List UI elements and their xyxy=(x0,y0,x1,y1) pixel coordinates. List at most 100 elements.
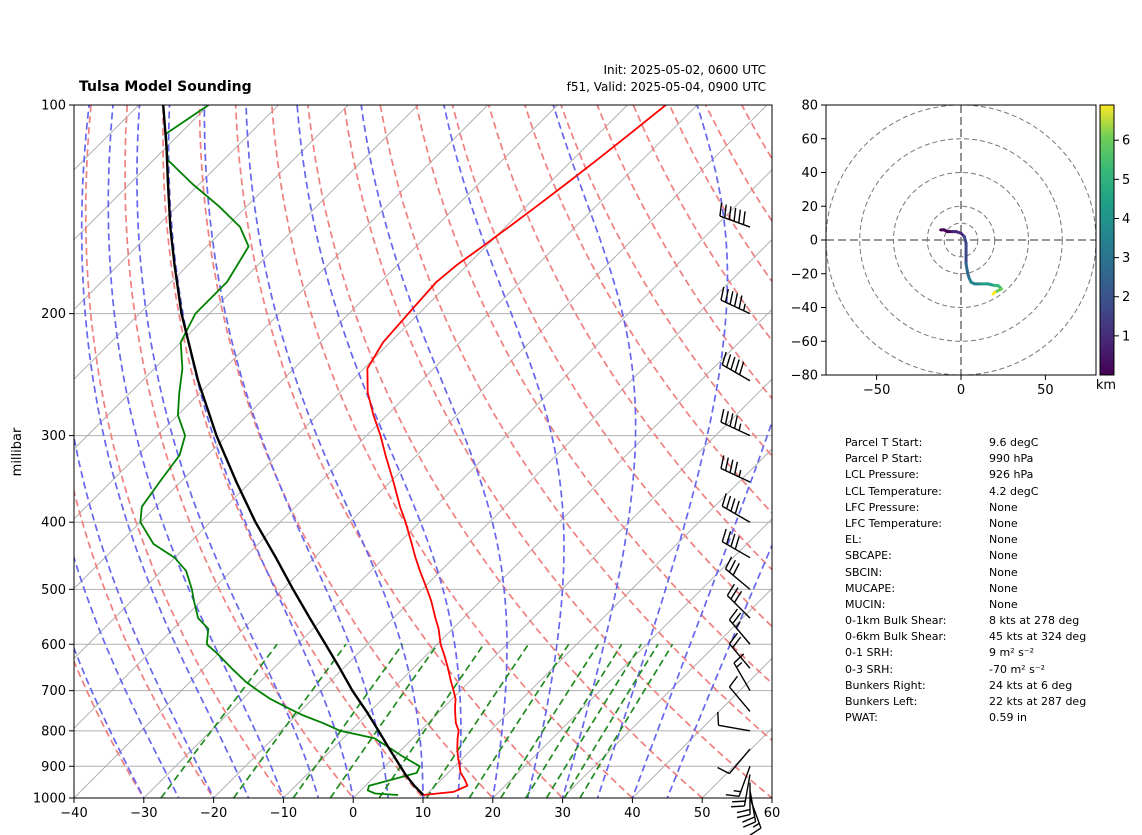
colorbar-tick-label: 1 xyxy=(1122,329,1130,344)
x-tick-label: −40 xyxy=(60,806,87,821)
y-tick-label: 200 xyxy=(41,307,66,322)
param-label: LFC Pressure: xyxy=(845,500,920,514)
dry-adiabat xyxy=(198,105,494,798)
isotherm-line xyxy=(74,105,210,241)
param-row: MUCIN: None xyxy=(845,598,1125,614)
moist-adiabat xyxy=(136,105,320,798)
param-label: LCL Temperature: xyxy=(845,484,942,498)
temperature-profile-line xyxy=(366,105,667,796)
dry-adiabat xyxy=(415,105,772,685)
param-row: SBCIN: None xyxy=(845,566,1125,582)
isotherm-line xyxy=(143,169,772,798)
param-value: 926 hPa xyxy=(989,468,1034,482)
wind-barb xyxy=(724,556,751,590)
dry-adiabat xyxy=(487,105,772,571)
wind-barb xyxy=(721,528,751,559)
param-label: 0-3 SRH: xyxy=(845,662,894,676)
dry-adiabat xyxy=(74,487,215,798)
param-value: 9.6 degC xyxy=(989,436,1039,449)
param-value: 0.59 in xyxy=(989,711,1028,725)
isotherm-line xyxy=(74,105,280,311)
dry-adiabat xyxy=(74,659,145,798)
param-row: MUCAPE: None xyxy=(845,582,1125,598)
wind-barb xyxy=(742,790,757,828)
isotherm-line xyxy=(74,105,768,798)
x-tick-label: 20 xyxy=(485,806,502,821)
mixing-ratio-line xyxy=(378,643,485,798)
wind-barb xyxy=(720,455,751,483)
y-tick-label: 900 xyxy=(41,760,66,775)
param-label: Parcel P Start: xyxy=(845,452,923,466)
isotherm-line xyxy=(561,587,772,798)
mixing-ratio-line xyxy=(500,643,600,798)
param-row: LCL Temperature: 4.2 degC xyxy=(845,485,1125,501)
param-value: 4.2 degC xyxy=(989,484,1039,498)
dry-adiabat xyxy=(560,105,772,458)
mixing-ratio-line xyxy=(525,643,623,798)
param-label: 0-6km Bulk Shear: xyxy=(845,630,947,644)
chart-title: Tulsa Model Sounding xyxy=(79,79,252,95)
moist-adiabat xyxy=(203,105,389,798)
param-row: 0-6km Bulk Shear: 45 kts at 324 deg xyxy=(845,630,1125,646)
isotherm-line xyxy=(352,378,772,798)
param-label: LFC Temperature: xyxy=(845,516,943,530)
param-label: Bunkers Right: xyxy=(845,678,926,692)
sounding-parameters: Parcel T Start: 9.6 degC Parcel P Start: 99… xyxy=(845,436,1125,727)
moist-adiabat xyxy=(107,105,285,798)
colorbar-tick-label: 2 xyxy=(1122,290,1130,305)
wind-barb xyxy=(720,408,751,437)
param-value: -70 m² s⁻² xyxy=(989,662,1046,676)
dry-adiabat xyxy=(124,105,355,798)
param-row: Parcel P Start: 990 hPa xyxy=(845,452,1125,468)
param-label: LCL Pressure: xyxy=(845,468,920,482)
x-tick-label: −10 xyxy=(270,806,297,821)
isotherm-line xyxy=(74,105,629,660)
colorbar-unit-label: km xyxy=(1096,378,1116,393)
skewt-grid xyxy=(74,105,772,798)
param-row: PWAT: 0.59 in xyxy=(845,711,1125,727)
x-tick-label: 0 xyxy=(349,806,357,821)
param-label: MUCAPE: xyxy=(845,581,896,595)
hodo-y-tick-label: 80 xyxy=(801,99,818,114)
param-row: SBCAPE: None xyxy=(845,549,1125,565)
x-tick-label: 60 xyxy=(764,806,781,821)
moist-adiabat xyxy=(360,105,508,798)
mixing-ratio-line xyxy=(563,643,659,798)
param-row: LFC Pressure: None xyxy=(845,501,1125,517)
hodograph-ring xyxy=(859,138,1063,342)
moist-adiabat xyxy=(74,646,145,798)
dry-adiabat xyxy=(270,105,634,798)
param-value: 45 kts at 324 deg xyxy=(989,630,1087,644)
wind-barb xyxy=(720,286,751,315)
isotherm-line xyxy=(74,105,489,520)
chart-subtitle: Init: 2025-05-02, 0600 UTC f51, Valid: 2… xyxy=(567,62,766,96)
colorbar-tick-label: 4 xyxy=(1122,212,1130,227)
hodograph-segment xyxy=(991,290,997,296)
param-value: None xyxy=(989,581,1018,595)
isotherm-line xyxy=(74,105,419,450)
param-row: Bunkers Left: 22 kts at 287 deg xyxy=(845,695,1125,711)
wind-barb xyxy=(736,782,751,819)
param-label: 0-1km Bulk Shear: xyxy=(845,614,947,628)
colorbar-tick-label: 5 xyxy=(1122,173,1130,188)
mixing-ratio-line xyxy=(232,643,347,798)
hodo-y-tick-label: −20 xyxy=(791,267,818,282)
x-tick-label: 30 xyxy=(554,806,571,821)
x-tick-label: −30 xyxy=(130,806,157,821)
param-value: None xyxy=(989,565,1018,579)
param-row: 0-1 SRH: 9 m² s⁻² xyxy=(845,646,1125,662)
height-colorbar xyxy=(1099,104,1115,376)
wind-barb xyxy=(731,774,751,808)
skewt-series xyxy=(139,105,667,796)
param-label: SBCAPE: xyxy=(845,549,892,563)
dry-adiabat xyxy=(307,105,704,798)
hodo-x-tick-label: 50 xyxy=(1037,383,1054,398)
dewpoint-profile-line xyxy=(139,105,421,796)
y-axis-label: millibar xyxy=(10,427,25,476)
param-label: PWAT: xyxy=(845,711,878,725)
x-tick-label: −20 xyxy=(200,806,227,821)
dry-adiabat xyxy=(379,105,772,742)
wind-barb xyxy=(717,748,751,775)
x-tick-label: 50 xyxy=(694,806,711,821)
